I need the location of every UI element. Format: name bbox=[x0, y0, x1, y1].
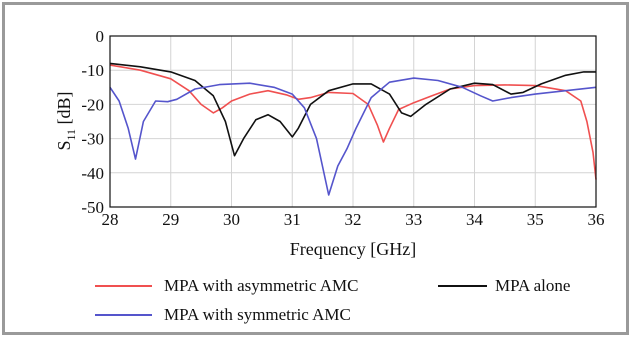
y-tick-label: -30 bbox=[81, 130, 104, 149]
series-line-symmetric bbox=[109, 77, 597, 196]
legend-label-asymmetric: MPA with asymmetric AMC bbox=[164, 276, 358, 295]
series-lines bbox=[109, 62, 597, 196]
y-tick-label: -50 bbox=[81, 198, 104, 217]
x-tick-label: 35 bbox=[527, 210, 544, 229]
x-tick-label: 30 bbox=[223, 210, 240, 229]
legend: MPA with asymmetric AMC MPA with symmetr… bbox=[95, 276, 570, 324]
legend-label-alone: MPA alone bbox=[495, 276, 570, 295]
series-line-alone bbox=[109, 62, 596, 157]
grid bbox=[109, 35, 597, 208]
plot-border bbox=[109, 35, 597, 208]
y-tick-label: -40 bbox=[81, 164, 104, 183]
figure-frame bbox=[2, 2, 629, 335]
x-axis-label: Frequency [GHz] bbox=[290, 239, 416, 259]
x-tick-label: 34 bbox=[466, 210, 484, 229]
y-tick-label: -20 bbox=[81, 95, 104, 114]
x-tick-label: 31 bbox=[284, 210, 301, 229]
x-tick-labels: 28 29 30 31 32 33 34 35 36 bbox=[102, 210, 605, 229]
x-tick-label: 29 bbox=[162, 210, 179, 229]
x-tick-label: 36 bbox=[588, 210, 605, 229]
y-tick-label: 0 bbox=[96, 27, 105, 46]
legend-label-symmetric: MPA with symmetric AMC bbox=[164, 305, 351, 324]
y-axis-label: S11 [dB] bbox=[54, 91, 78, 150]
x-tick-label: 33 bbox=[405, 210, 422, 229]
y-tick-labels: 0 -10 -20 -30 -40 -50 bbox=[81, 27, 104, 217]
x-tick-label: 28 bbox=[102, 210, 119, 229]
y-tick-label: -10 bbox=[81, 61, 104, 80]
x-tick-label: 32 bbox=[345, 210, 362, 229]
